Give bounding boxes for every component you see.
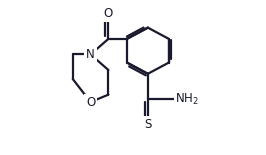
Text: NH$_2$: NH$_2$ xyxy=(175,91,199,107)
Text: O: O xyxy=(104,7,113,20)
Text: O: O xyxy=(86,95,95,108)
Text: S: S xyxy=(144,118,152,131)
Text: N: N xyxy=(86,48,95,61)
